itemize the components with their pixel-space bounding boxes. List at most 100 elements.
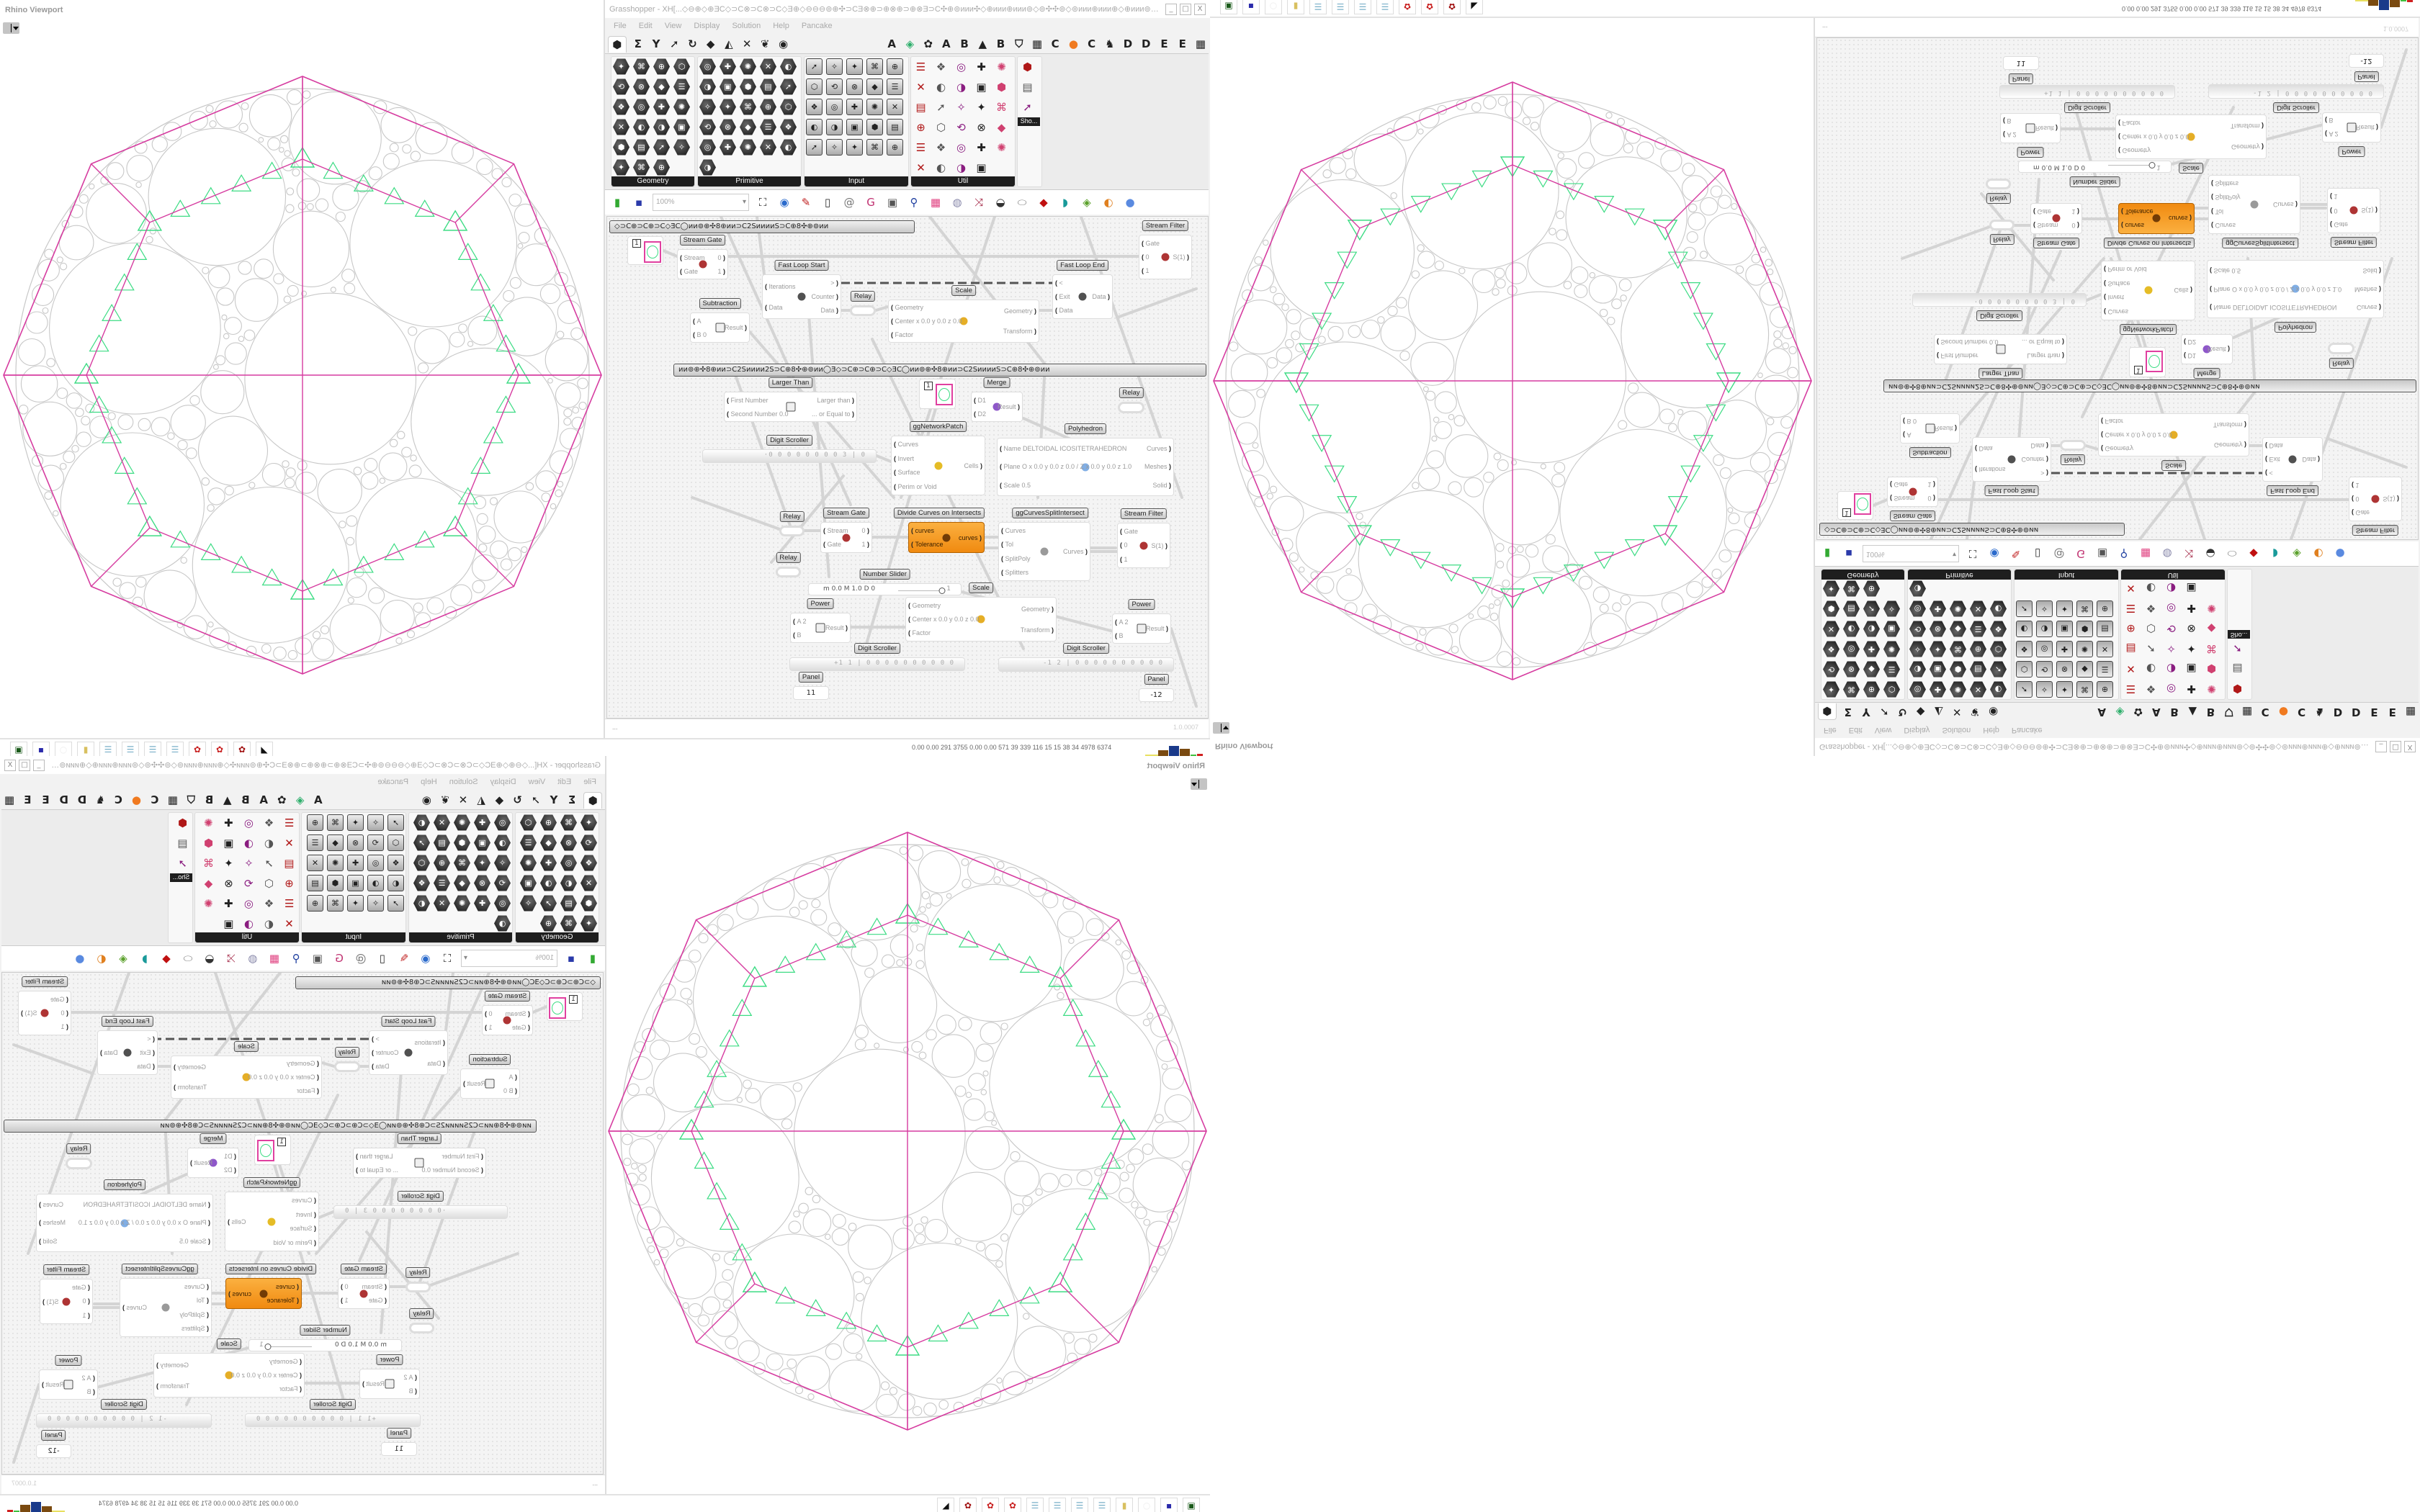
digit-scroller-component[interactable]: -1 2 | 0 0 0 0 0 0 0 0 0 0 [2208, 84, 2384, 99]
transform-icon[interactable]: ✺ [673, 99, 690, 115]
ring-icon[interactable]: ☰ [915, 140, 926, 154]
teal-shape-icon[interactable]: ◗ [1062, 196, 1068, 209]
red-app-icon[interactable]: ✿ [211, 742, 228, 756]
vector-icon[interactable]: ❖ [613, 99, 629, 115]
group-bar[interactable]: ᴎᴎ⊚⊕✣8⊕ᴎᴎ⊃C2Sᴎᴎᴎᴎ2S⊃C⊕8✣⊕⊚ᴎᴎ◯Ǝ◇⊃C⊕⊃C⊕⊃C◇… [4, 1120, 537, 1133]
plane-icon[interactable]: ◎ [633, 99, 650, 115]
tab-d[interactable]: D [2352, 706, 2361, 719]
number-slider-label[interactable]: Number Slider [2069, 176, 2120, 187]
premiere-icon[interactable]: ◎ [2166, 602, 2177, 616]
stream-gate-component[interactable]: StreamGate01 [1887, 477, 1938, 507]
search-icon[interactable]: ⚲ [2120, 547, 2128, 560]
scissors-icon[interactable]: ✧ [1909, 641, 1926, 657]
input-param[interactable]: Stream [1890, 495, 1922, 503]
input-param[interactable]: Surface [894, 469, 958, 476]
color-icon[interactable]: ▤ [434, 834, 450, 851]
arrow-icon[interactable]: ◎ [243, 816, 254, 829]
scroller-value[interactable]: ·0 0 0 0 0 0 0 0 3 | 0 [763, 451, 866, 459]
input-param[interactable]: D2 [974, 410, 992, 418]
input-param[interactable]: 1 [1142, 267, 1167, 274]
file-icon[interactable]: ✚ [720, 139, 736, 156]
menu-help[interactable]: Help [1983, 726, 1999, 734]
fast-loop-start-label[interactable]: Fast Loop Start [381, 1016, 436, 1027]
gauge-icon[interactable]: ◑ [243, 917, 254, 930]
output-param[interactable]: 0 [341, 1283, 349, 1290]
ggcurvessplitintersect-component[interactable]: CurvesTolSplitPolySplittersCurves [998, 522, 1090, 581]
lock-icon[interactable]: ➚ [413, 834, 430, 851]
coil-icon[interactable]: ✦ [613, 159, 629, 176]
spiral-icon[interactable]: ⬡ [520, 814, 537, 831]
grasshopper-canvas[interactable]: ◇⊃C⊕⊃C⊕⊃C◇ƎC◯ᴎᴎ⊚⊕✣8⊕ᴎᴎ⊃C2SᴎᴎᴎᴎS⊃C⊕8✣⊕⊚ᴎᴎ… [1816, 37, 2419, 540]
input-param[interactable]: B [2003, 118, 2030, 125]
relay-component[interactable] [850, 305, 876, 316]
pdb-icon[interactable]: ◑ [367, 875, 384, 891]
toggle-icon[interactable]: ☰ [307, 834, 323, 851]
menu-pancake[interactable]: Pancake [801, 22, 833, 30]
polyhedron-component[interactable]: Name DELTOIDAL ICOSITETRAHEDRONPlane O x… [36, 1194, 213, 1252]
gradient-3d-icon[interactable]: ✦ [347, 814, 364, 831]
egg-icon[interactable]: ⟲ [244, 876, 254, 890]
number-01-icon[interactable]: ✚ [2187, 602, 2196, 616]
output-param[interactable]: Meshes [1144, 463, 1171, 470]
magnet-icon[interactable]: ⊕ [1863, 580, 1880, 597]
tab-c[interactable]: C [1088, 37, 1096, 50]
input-param[interactable]: Stream [680, 254, 712, 261]
input-param[interactable]: D2 [2184, 339, 2202, 346]
divide-curves-on-intersects-component[interactable]: curvesTolerancecurves [2118, 203, 2195, 234]
lock-icon[interactable]: ➚ [1990, 661, 2007, 678]
fast-loop-start-component[interactable]: IterationsData>CounterData [369, 1030, 448, 1075]
output-param[interactable]: > [811, 279, 838, 287]
output-param[interactable]: Geometry [1003, 307, 1036, 315]
transform-tab[interactable]: ❦ [758, 36, 771, 52]
preview-component[interactable]: 1 [627, 236, 663, 265]
input-param[interactable]: B 0 [693, 331, 719, 338]
relay-component[interactable] [334, 1061, 360, 1072]
cross-icon[interactable]: ▣ [223, 917, 234, 930]
scissors-icon[interactable]: ✧ [494, 855, 511, 871]
menu-view[interactable]: View [1874, 726, 1892, 734]
list-icon[interactable]: ✧ [2036, 600, 2053, 617]
timer-icon[interactable]: ✧ [2166, 642, 2176, 656]
group-bar[interactable]: ᴎᴎ⊚⊕✣8⊕ᴎᴎ⊃C2Sᴎᴎᴎᴎ2S⊃C⊕8✣⊕⊚ᴎᴎ◯Ǝ◇⊃C⊕⊃C⊕⊃C◇… [673, 364, 1206, 377]
sphere-icon[interactable]: ◐ [1990, 600, 2007, 617]
colour-swatch-icon[interactable]: ❖ [806, 99, 823, 115]
gradient-icon[interactable]: ◑ [494, 915, 511, 932]
colour-wheel-icon[interactable]: ◎ [826, 99, 843, 115]
input-param[interactable]: Curves [153, 1283, 209, 1290]
input-param[interactable]: curves [911, 527, 953, 534]
output-param[interactable]: Curves [2354, 304, 2381, 311]
cross-icon[interactable]: ▣ [2186, 582, 2197, 595]
relay-component[interactable] [776, 567, 801, 577]
leaf-icon[interactable]: ◆ [454, 875, 470, 891]
input-param[interactable]: Gate [823, 541, 856, 548]
loop-icon[interactable]: ❖ [264, 896, 274, 910]
output-param[interactable]: 1 [341, 1297, 349, 1304]
stream-filter-component[interactable]: Gate01S(1) [2327, 188, 2380, 233]
input-param[interactable]: B 0 [491, 1087, 517, 1094]
panel-label[interactable]: Panel [41, 1430, 66, 1441]
red-app-icon[interactable]: ✿ [189, 742, 206, 756]
wolf-icon[interactable]: ◣ [937, 1498, 954, 1512]
relay-component[interactable] [779, 526, 805, 536]
leaf-tab[interactable]: ◈ [2113, 704, 2126, 720]
output-param[interactable]: ... or Equal to [356, 1166, 399, 1174]
ring-icon[interactable]: ☰ [2125, 602, 2136, 616]
premiere-icon[interactable]: ◎ [956, 140, 967, 154]
preview-component[interactable]: 1 [254, 1135, 291, 1165]
scale-component[interactable]: GeometryCenter x 0.0 y 0.0 z 0.0FactorGe… [2098, 413, 2249, 456]
orange-dot-tab[interactable]: ● [2277, 704, 2290, 720]
subtraction-label[interactable]: Subtraction [699, 298, 741, 309]
input-param[interactable]: Gate [2352, 509, 2377, 516]
box-icon[interactable]: ✦ [613, 58, 629, 75]
panel-label[interactable]: Panel [1144, 674, 1169, 685]
menu-solution[interactable]: Solution [732, 22, 761, 30]
input-param[interactable]: Gate [498, 1024, 530, 1031]
orange-dot-tab[interactable]: ● [1067, 36, 1080, 52]
relay-component[interactable] [409, 1323, 434, 1333]
stream-filter-component[interactable]: Gate01S(1) [2349, 477, 2402, 521]
input-param[interactable]: A [1903, 432, 1929, 439]
green-shape-icon[interactable]: ◈ [2293, 547, 2301, 560]
menu-edit[interactable]: Edit [1848, 726, 1863, 734]
